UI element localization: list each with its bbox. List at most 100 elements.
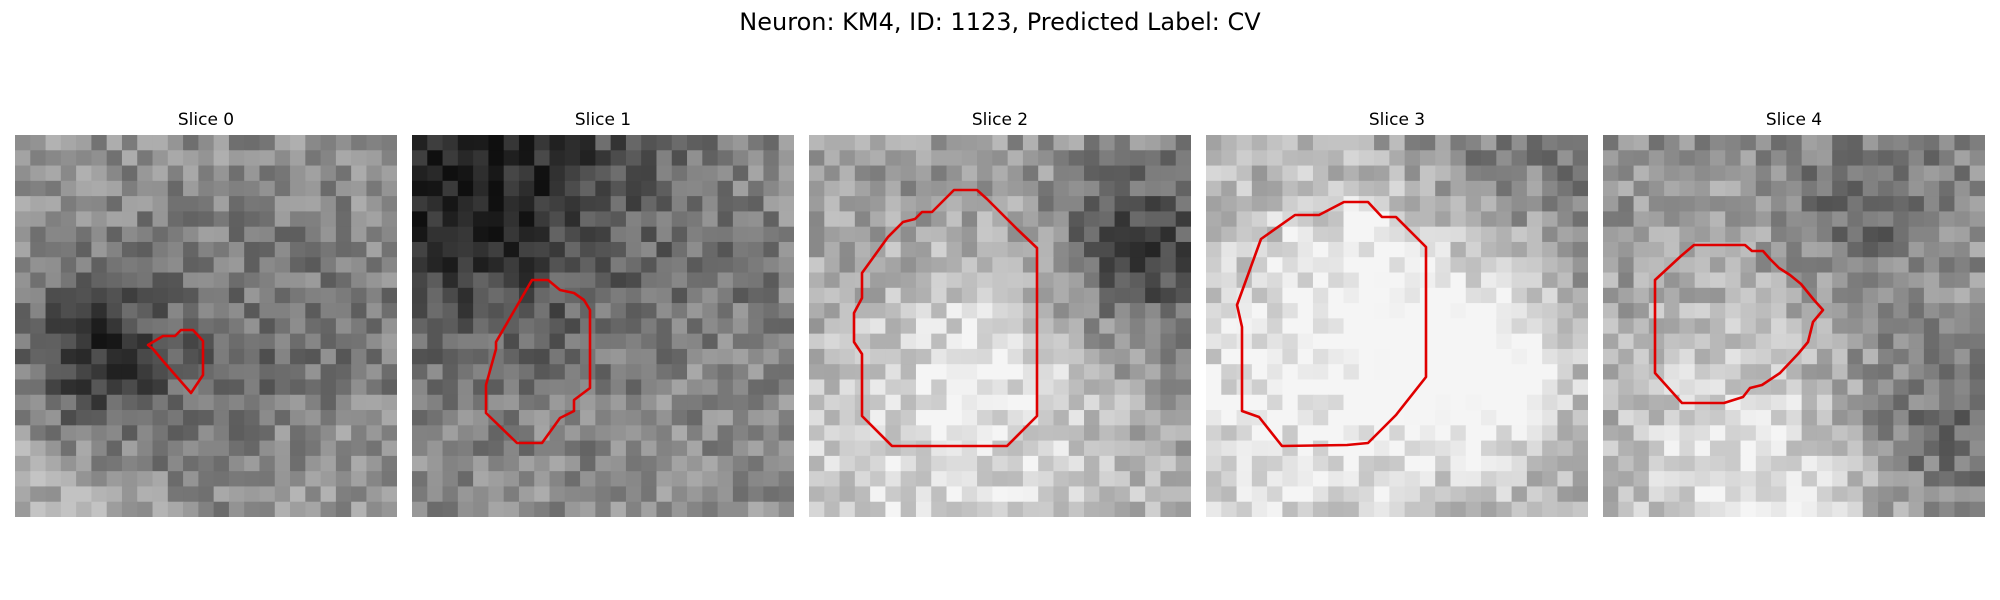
image-pixel [1129,333,1146,350]
image-pixel [1053,410,1070,426]
image-pixel [1465,150,1482,167]
image-pixel [106,410,123,426]
image-pixel [1557,410,1574,426]
image-pixel [1312,303,1329,319]
image-pixel [900,348,917,365]
image-pixel [1145,287,1162,304]
image-pixel [1572,455,1588,472]
image-pixel [1923,318,1940,335]
image-pixel [1282,318,1299,335]
image-pixel [1786,303,1803,319]
image-pixel [381,318,397,335]
image-pixel [1129,440,1146,457]
image-pixel [1557,135,1574,151]
image-pixel [259,196,276,212]
image-pixel [1129,364,1146,381]
image-pixel [442,455,459,472]
image-pixel [1358,257,1375,274]
image-pixel [335,455,352,472]
image-pixel [580,196,596,212]
image-pixel [1557,471,1574,488]
image-pixel [1694,165,1711,182]
image-pixel [305,425,322,442]
image-pixel [1694,364,1711,381]
image-pixel [900,287,917,304]
image-pixel [305,180,322,197]
image-pixel [244,257,261,274]
image-pixel [610,135,627,151]
image-pixel [381,150,397,167]
image-pixel [885,471,902,488]
image-pixel [656,333,673,350]
image-pixel [167,257,184,274]
image-pixel [809,364,825,381]
image-pixel [1725,348,1742,365]
image-pixel [641,272,658,289]
image-pixel [60,471,77,488]
image-pixel [1312,287,1329,304]
image-pixel [1496,425,1513,442]
image-pixel [687,486,703,503]
image-pixel [625,455,642,472]
image-pixel [1084,425,1100,442]
image-pixel [1862,501,1879,517]
image-pixel [1908,425,1925,442]
image-pixel [687,150,703,167]
image-pixel [488,180,505,197]
image-pixel [1465,394,1482,411]
image-pixel [687,318,703,335]
image-pixel [625,241,642,258]
image-pixel [366,241,383,258]
image-pixel [839,455,856,472]
image-pixel [671,425,688,442]
image-pixel [15,272,31,289]
image-pixel [1114,455,1131,472]
image-pixel [518,257,535,274]
image-pixel [244,211,261,228]
image-pixel [106,333,123,350]
image-pixel [259,272,276,289]
image-pixel [1755,410,1772,426]
image-pixel [1099,333,1116,350]
image-pixel [244,165,261,182]
image-pixel [1618,211,1635,228]
image-pixel [702,410,719,426]
image-pixel [457,241,474,258]
image-pixel [1893,180,1910,197]
image-pixel [839,196,856,212]
image-pixel [1496,318,1513,335]
image-pixel [1664,364,1680,381]
image-pixel [1664,211,1680,228]
image-pixel [1312,410,1329,426]
image-pixel [213,501,230,517]
image-pixel [580,165,596,182]
image-pixel [1878,318,1894,335]
image-pixel [1511,348,1528,365]
image-pixel [1450,486,1467,503]
image-pixel [1038,211,1055,228]
image-pixel [1847,196,1864,212]
image-pixel [259,501,276,517]
image-pixel [1099,348,1116,365]
image-pixel [274,272,291,289]
image-pixel [228,333,245,350]
image-pixel [381,272,397,289]
image-pixel [1572,318,1588,335]
image-pixel [1435,165,1452,182]
image-pixel [1022,425,1039,442]
image-pixel [121,410,138,426]
image-pixel [1160,272,1177,289]
image-pixel [1939,272,1956,289]
image-pixel [1419,165,1436,182]
image-pixel [1435,303,1452,319]
image-pixel [30,303,47,319]
image-pixel [610,379,627,396]
image-pixel [152,333,169,350]
image-pixel [1786,196,1803,212]
image-pixel [1771,333,1787,350]
image-pixel [1435,135,1452,151]
image-pixel [1648,440,1665,457]
image-pixel [457,425,474,442]
image-pixel [763,196,780,212]
image-pixel [1312,440,1329,457]
